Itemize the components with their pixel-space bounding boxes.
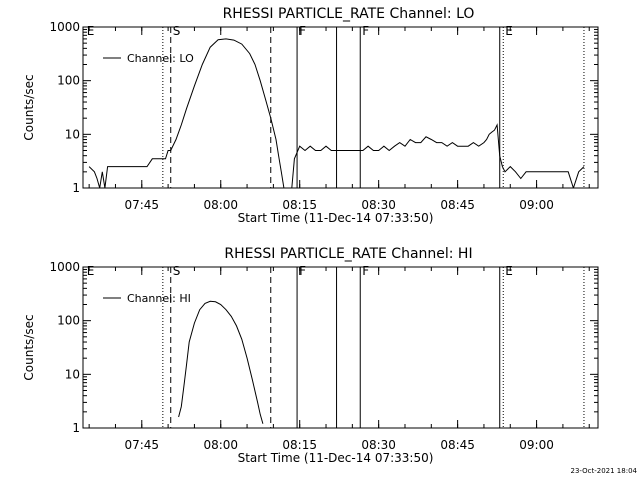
y-tick-label: 10 [65,127,80,141]
x-tick-label: 08:30 [361,198,396,212]
x-axis-label: Start Time (11-Dec-14 07:33:50) [238,211,434,225]
y-axis-label: Counts/sec [22,314,36,380]
x-axis-label: Start Time (11-Dec-14 07:33:50) [238,451,434,465]
series-line [88,38,585,188]
legend-label: Channel: LO [127,52,194,65]
legend-label: Channel: HI [127,292,191,305]
y-tick-label: 1 [72,421,80,435]
x-tick-label: 08:15 [282,198,317,212]
x-tick-label: 08:45 [440,438,475,452]
y-tick-label: 1000 [49,260,80,274]
y-tick-label: 1000 [49,20,80,34]
timestamp-stamp: 23-Oct-2021 18:04 [571,467,638,475]
lo-channel-panel: RHESSI PARTICLE_RATE Channel: LO 1 10 100 10… [22,6,599,225]
y-axis-label: Counts/sec [22,74,36,140]
x-tick-label: 08:30 [361,438,396,452]
x-tick-label: 08:15 [282,438,317,452]
x-tick-label: 07:45 [124,438,159,452]
chart-title: RHESSI PARTICLE_RATE Channel: LO [223,6,475,22]
plot-frame [82,26,599,189]
x-tick-label: 07:45 [124,198,159,212]
x-tick-label: 08:00 [203,438,238,452]
series-line [178,300,264,424]
event-marker-label: E [87,24,95,38]
y-tick-label: 100 [57,74,80,88]
plot-frame [82,266,599,429]
event-marker-label: E [505,264,513,278]
y-tick-label: 1 [72,181,80,195]
event-marker-label: E [505,24,513,38]
event-marker-label: E [87,264,95,278]
x-tick-label: 09:00 [519,198,554,212]
event-marker-label: S [173,264,181,278]
chart-title: RHESSI PARTICLE_RATE Channel: HI [224,246,472,262]
x-tick-label: 09:00 [519,438,554,452]
x-tick-label: 08:45 [440,198,475,212]
y-tick-label: 100 [57,314,80,328]
event-marker-label: F [362,264,369,278]
y-tick-label: 10 [65,367,80,381]
event-marker-label: F [299,264,306,278]
event-marker-label: F [362,24,369,38]
hi-channel-panel: RHESSI PARTICLE_RATE Channel: HI 1 10 100 10… [22,246,599,465]
event-marker-label: S [173,24,181,38]
x-tick-label: 08:00 [203,198,238,212]
event-marker-label: F [299,24,306,38]
